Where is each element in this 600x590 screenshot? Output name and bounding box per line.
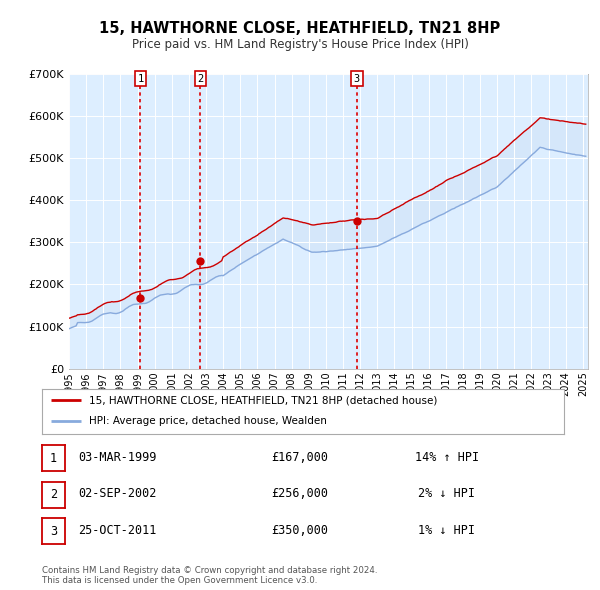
Text: 1% ↓ HPI: 1% ↓ HPI xyxy=(419,524,476,537)
Text: 02-SEP-2002: 02-SEP-2002 xyxy=(78,487,156,500)
Text: 3: 3 xyxy=(50,525,57,537)
Text: £256,000: £256,000 xyxy=(271,487,329,500)
Text: 1: 1 xyxy=(50,451,57,464)
Text: £350,000: £350,000 xyxy=(271,524,329,537)
Text: 15, HAWTHORNE CLOSE, HEATHFIELD, TN21 8HP (detached house): 15, HAWTHORNE CLOSE, HEATHFIELD, TN21 8H… xyxy=(89,395,437,405)
Text: 2% ↓ HPI: 2% ↓ HPI xyxy=(419,487,476,500)
Text: 03-MAR-1999: 03-MAR-1999 xyxy=(78,451,156,464)
Text: 1: 1 xyxy=(137,74,143,84)
Text: Contains HM Land Registry data © Crown copyright and database right 2024.
This d: Contains HM Land Registry data © Crown c… xyxy=(42,566,377,585)
Text: 2: 2 xyxy=(197,74,203,84)
Text: 25-OCT-2011: 25-OCT-2011 xyxy=(78,524,156,537)
Text: £167,000: £167,000 xyxy=(271,451,329,464)
Text: 3: 3 xyxy=(354,74,360,84)
Text: Price paid vs. HM Land Registry's House Price Index (HPI): Price paid vs. HM Land Registry's House … xyxy=(131,38,469,51)
Text: HPI: Average price, detached house, Wealden: HPI: Average price, detached house, Weal… xyxy=(89,417,327,426)
Text: 14% ↑ HPI: 14% ↑ HPI xyxy=(415,451,479,464)
Text: 2: 2 xyxy=(50,488,57,501)
Text: 15, HAWTHORNE CLOSE, HEATHFIELD, TN21 8HP: 15, HAWTHORNE CLOSE, HEATHFIELD, TN21 8H… xyxy=(100,21,500,35)
